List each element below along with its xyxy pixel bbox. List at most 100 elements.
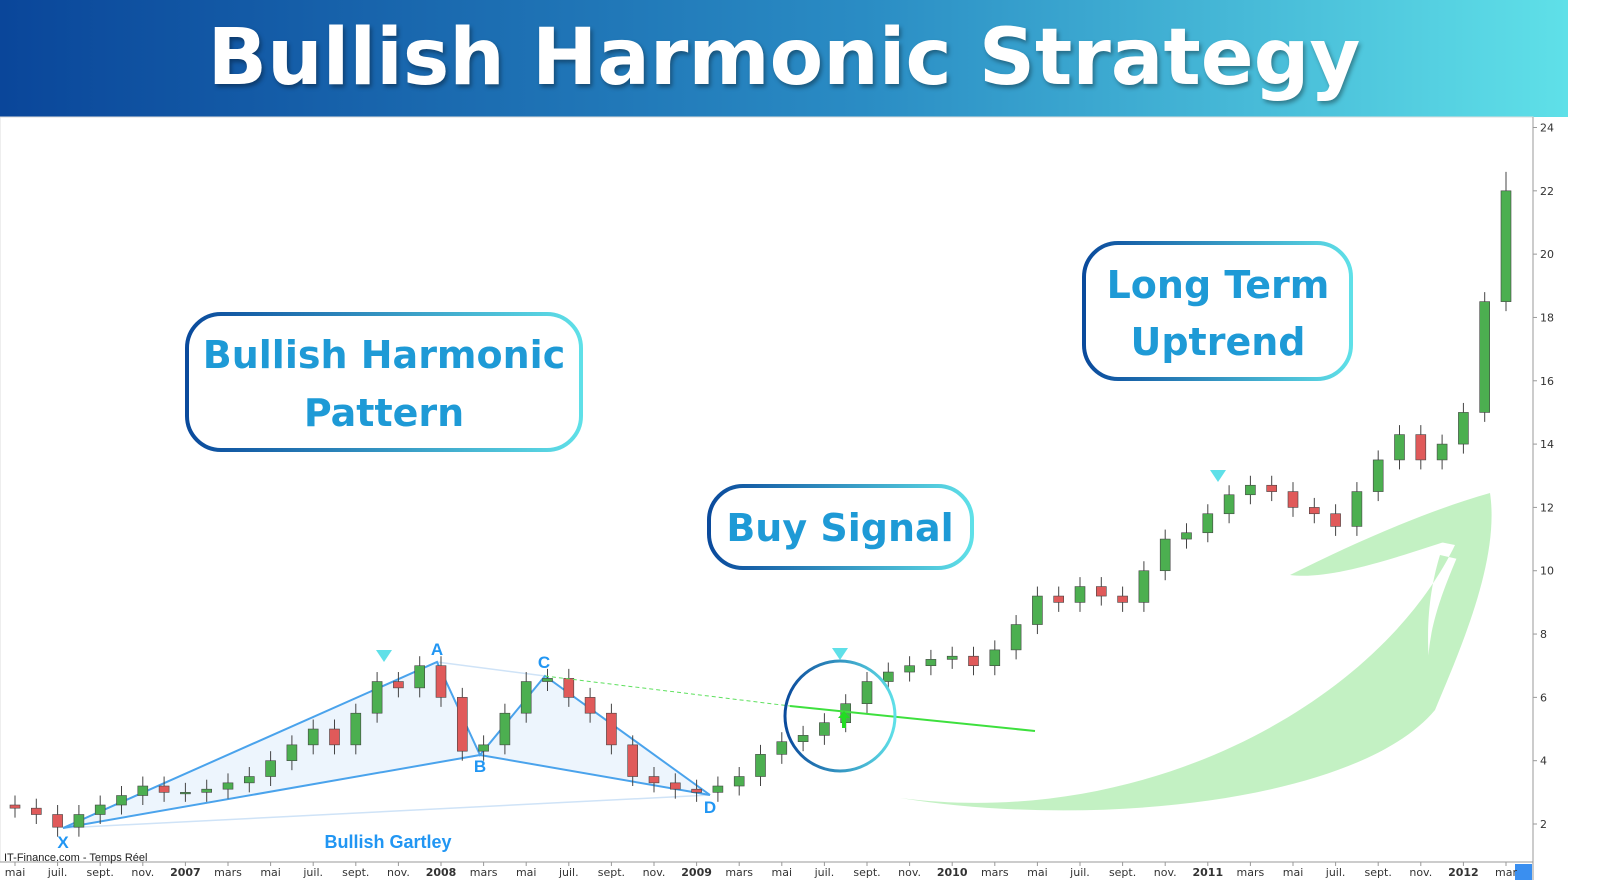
pattern-fill: [480, 676, 710, 795]
x-tick-label: mai: [5, 866, 26, 879]
callout-text: Uptrend: [1131, 320, 1306, 364]
x-tick-label: mars: [470, 866, 498, 879]
candle-body: [1202, 513, 1214, 534]
x-tick-label: mars: [981, 866, 1009, 879]
x-tick-label: mai: [1027, 866, 1048, 879]
candle-body: [520, 681, 532, 714]
candle-body: [137, 785, 149, 796]
y-tick-label: 14: [1540, 438, 1554, 451]
candle-body: [627, 744, 639, 777]
callout-text: Long Term: [1107, 263, 1330, 307]
header: Bullish Harmonic Strategy: [0, 0, 1568, 117]
candle-body: [648, 776, 660, 784]
x-tick-label: 2009: [681, 866, 712, 879]
x-tick-label: juil.: [302, 866, 323, 879]
candle-body: [904, 665, 915, 673]
x-tick-label: nov.: [1154, 866, 1177, 879]
x-tick-label: juil.: [1069, 866, 1090, 879]
candle-body: [989, 649, 1001, 667]
candle-body: [94, 804, 106, 815]
callouts: Bullish Harmonic Pattern Buy Signal Long…: [185, 241, 1353, 662]
pattern-labels: X A B C D Bullish Gartley: [57, 640, 716, 852]
candle-body: [819, 722, 830, 736]
candles: [9, 171, 1512, 837]
point-label: A: [431, 640, 443, 659]
candle-body: [542, 678, 553, 682]
candle-body: [606, 712, 617, 746]
callout-box: [1082, 241, 1353, 381]
y-tick-label: 4: [1540, 755, 1547, 768]
candle-body: [1394, 434, 1405, 461]
candle-body: [499, 712, 511, 746]
candle-body: [861, 681, 873, 705]
candle-body: [1351, 491, 1363, 527]
callout-text: Bullish Harmonic: [203, 333, 565, 377]
candle-body: [1372, 459, 1384, 492]
callout-box: [185, 312, 583, 452]
point-label: D: [704, 798, 716, 817]
x-tick-label: mar: [1495, 866, 1517, 879]
trend-line: [544, 675, 791, 707]
trend-line: [789, 705, 1036, 732]
x-tick-label: nov.: [1409, 866, 1432, 879]
candle-body: [1330, 513, 1341, 527]
candle-body: [1309, 507, 1320, 515]
candle-body: [1245, 484, 1256, 496]
x-tick-label: mai: [772, 866, 793, 879]
candle-body: [1415, 434, 1427, 461]
x-tick-label: sept.: [342, 866, 369, 879]
candle-body: [393, 681, 404, 689]
candle-body: [180, 792, 191, 795]
x-tick-label: nov.: [898, 866, 921, 879]
candle-body: [1032, 595, 1043, 625]
x-tick-label: 2011: [1192, 866, 1223, 879]
candle-body: [1181, 532, 1192, 540]
x-tick-label: 2010: [937, 866, 968, 879]
callout-arrow: [832, 648, 848, 660]
x-tick-label: nov.: [643, 866, 666, 879]
y-tick-label: 12: [1540, 501, 1554, 514]
y-tick-label: 6: [1540, 691, 1547, 704]
buy-arrow: [838, 711, 850, 728]
candle-body: [52, 814, 63, 828]
candle-body: [158, 785, 170, 793]
x-tick-label: juil.: [814, 866, 835, 879]
candle-body: [1266, 484, 1277, 492]
x-tick-label: mai: [260, 866, 281, 879]
candle-body: [307, 728, 319, 746]
scroll-button[interactable]: [1515, 864, 1532, 880]
point-label: B: [474, 757, 486, 776]
candle-body: [265, 760, 276, 777]
candle-body: [1223, 494, 1235, 515]
candle-body: [733, 776, 745, 787]
pattern-line: [62, 754, 481, 829]
callout-arrow: [1210, 470, 1226, 482]
candle-body: [1500, 190, 1512, 302]
candle-body: [563, 678, 575, 698]
callout-text: Buy Signal: [726, 506, 953, 550]
candle-body: [1458, 412, 1469, 445]
candle-body: [1287, 491, 1299, 508]
candle-body: [414, 665, 426, 689]
candle-body: [201, 788, 212, 793]
callout-text: Pattern: [304, 391, 464, 435]
candle-body: [350, 712, 362, 746]
candle-body: [712, 785, 724, 793]
candle-body: [456, 697, 468, 752]
candle-body: [329, 728, 340, 746]
point-label: C: [538, 653, 550, 672]
candle-body: [9, 804, 21, 809]
y-tick-label: 10: [1540, 565, 1554, 578]
candle-body: [1010, 624, 1022, 651]
x-tick-label: nov.: [387, 866, 410, 879]
x-tick-label: sept.: [1365, 866, 1392, 879]
candle-body: [116, 795, 127, 806]
callout-box: [707, 484, 974, 570]
y-tick-label: 2: [1540, 818, 1547, 831]
x-tick-label: sept.: [87, 866, 114, 879]
x-tick-label: sept.: [598, 866, 625, 879]
candle-body: [1074, 586, 1086, 603]
callout-arrow: [376, 650, 392, 662]
source: IT-Finance.com - Temps Réel: [4, 852, 147, 864]
pattern-line: [436, 661, 546, 677]
